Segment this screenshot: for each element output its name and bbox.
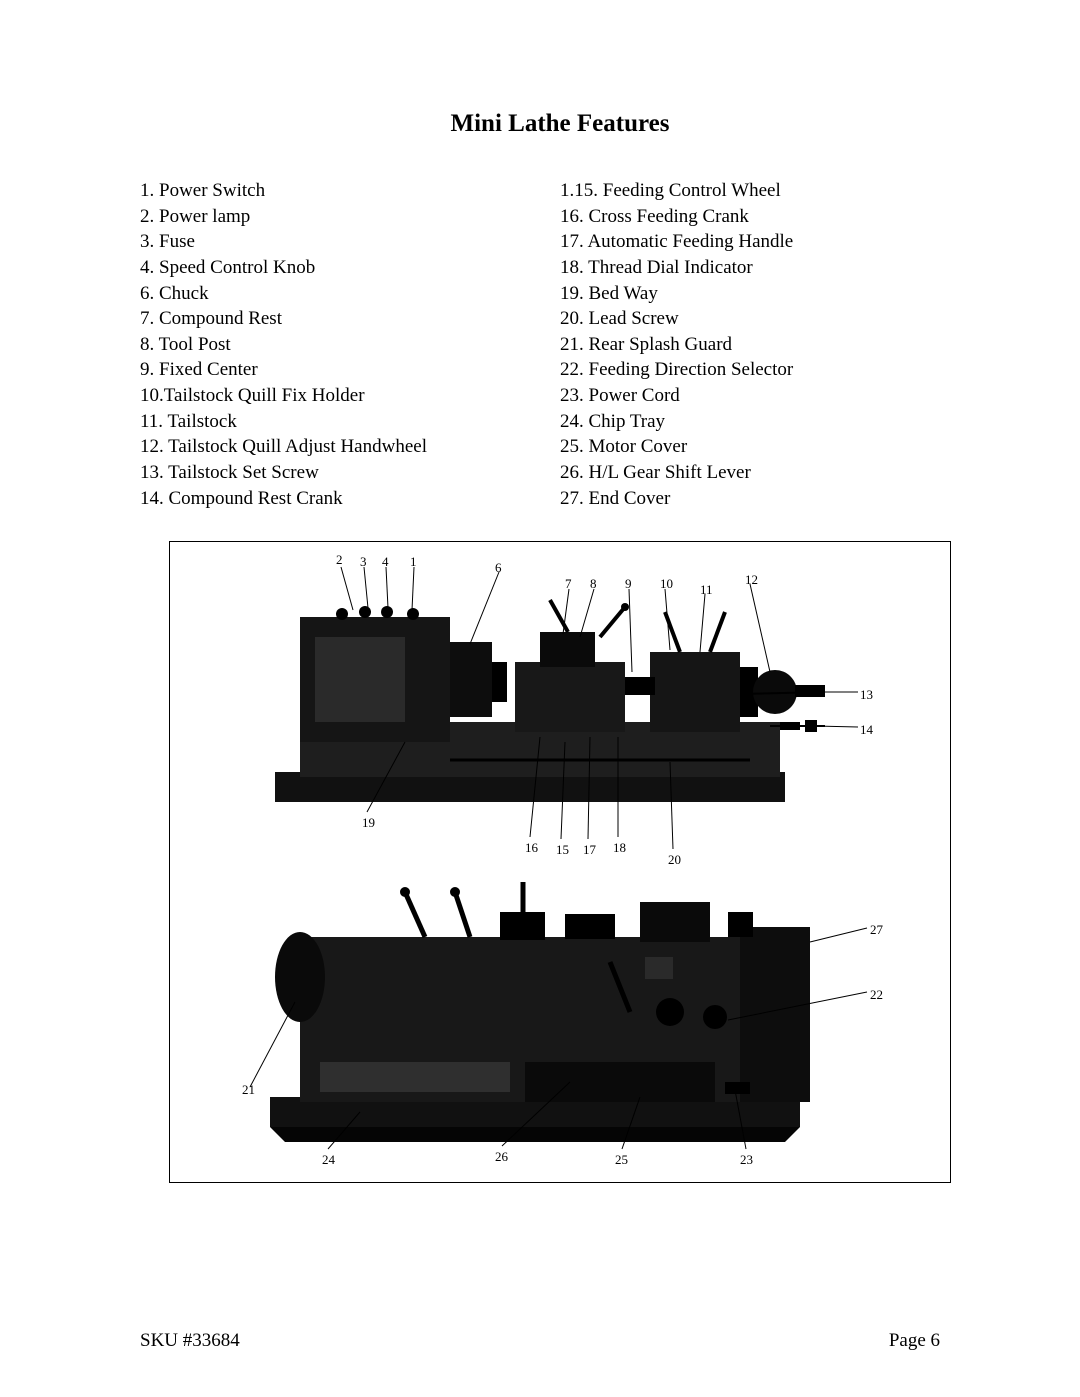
callout-number: 6	[495, 560, 502, 576]
feature-item: 12. Tailstock Quill Adjust Handwheel	[140, 434, 560, 460]
feature-item: 9. Fixed Center	[140, 357, 560, 383]
feature-item: 19. Bed Way	[560, 281, 980, 307]
callout-number: 17	[583, 842, 596, 858]
callout-number: 19	[362, 815, 375, 831]
feature-item: 10.Tailstock Quill Fix Holder	[140, 383, 560, 409]
feature-item: 1.15. Feeding Control Wheel	[560, 178, 980, 204]
page-number: Page 6	[889, 1330, 940, 1352]
callout-number: 24	[322, 1152, 335, 1168]
feature-item: 16. Cross Feeding Crank	[560, 204, 980, 230]
feature-item: 27. End Cover	[560, 486, 980, 512]
callout-number: 23	[740, 1152, 753, 1168]
feature-item: 23. Power Cord	[560, 383, 980, 409]
callout-number: 18	[613, 840, 626, 856]
callout-number: 1	[410, 554, 417, 570]
callout-number: 12	[745, 572, 758, 588]
callout-number: 15	[556, 842, 569, 858]
callout-number: 21	[242, 1082, 255, 1098]
callout-number: 10	[660, 576, 673, 592]
feature-item: 3. Fuse	[140, 229, 560, 255]
feature-item: 18. Thread Dial Indicator	[560, 255, 980, 281]
callout-number: 13	[860, 687, 873, 703]
callout-number: 4	[382, 554, 389, 570]
page-title: Mini Lathe Features	[140, 110, 980, 138]
callout-number: 27	[870, 922, 883, 938]
callout-number: 8	[590, 576, 597, 592]
callout-number: 11	[700, 582, 713, 598]
callout-number: 14	[860, 722, 873, 738]
feature-item: 24. Chip Tray	[560, 409, 980, 435]
feature-list-right: 1.15. Feeding Control Wheel16. Cross Fee…	[560, 178, 980, 511]
feature-item: 2. Power lamp	[140, 204, 560, 230]
sku-label: SKU #33684	[140, 1330, 240, 1352]
feature-item: 8. Tool Post	[140, 332, 560, 358]
callout-number: 7	[565, 576, 572, 592]
page-footer: SKU #33684 Page 6	[140, 1330, 940, 1352]
callout-number: 2	[336, 552, 343, 568]
feature-item: 25. Motor Cover	[560, 434, 980, 460]
feature-item: 20. Lead Screw	[560, 306, 980, 332]
diagram-svg	[170, 542, 950, 1182]
callout-number: 9	[625, 576, 632, 592]
feature-item: 4. Speed Control Knob	[140, 255, 560, 281]
feature-item: 13. Tailstock Set Screw	[140, 460, 560, 486]
feature-list-left: 1. Power Switch2. Power lamp3. Fuse4. Sp…	[140, 178, 560, 511]
feature-item: 14. Compound Rest Crank	[140, 486, 560, 512]
callout-number: 26	[495, 1149, 508, 1165]
feature-item: 26. H/L Gear Shift Lever	[560, 460, 980, 486]
feature-item: 11. Tailstock	[140, 409, 560, 435]
callout-number: 20	[668, 852, 681, 868]
callout-number: 3	[360, 554, 367, 570]
document-page: Mini Lathe Features 1. Power Switch2. Po…	[0, 0, 1080, 1397]
feature-item: 1. Power Switch	[140, 178, 560, 204]
feature-item: 21. Rear Splash Guard	[560, 332, 980, 358]
feature-item: 7. Compound Rest	[140, 306, 560, 332]
feature-item: 6. Chuck	[140, 281, 560, 307]
feature-columns: 1. Power Switch2. Power lamp3. Fuse4. Sp…	[140, 178, 980, 511]
feature-item: 22. Feeding Direction Selector	[560, 357, 980, 383]
callout-number: 22	[870, 987, 883, 1003]
lathe-diagram: 2341678910111213141916151718202722212426…	[169, 541, 951, 1183]
feature-item: 17. Automatic Feeding Handle	[560, 229, 980, 255]
callout-number: 16	[525, 840, 538, 856]
callout-number: 25	[615, 1152, 628, 1168]
